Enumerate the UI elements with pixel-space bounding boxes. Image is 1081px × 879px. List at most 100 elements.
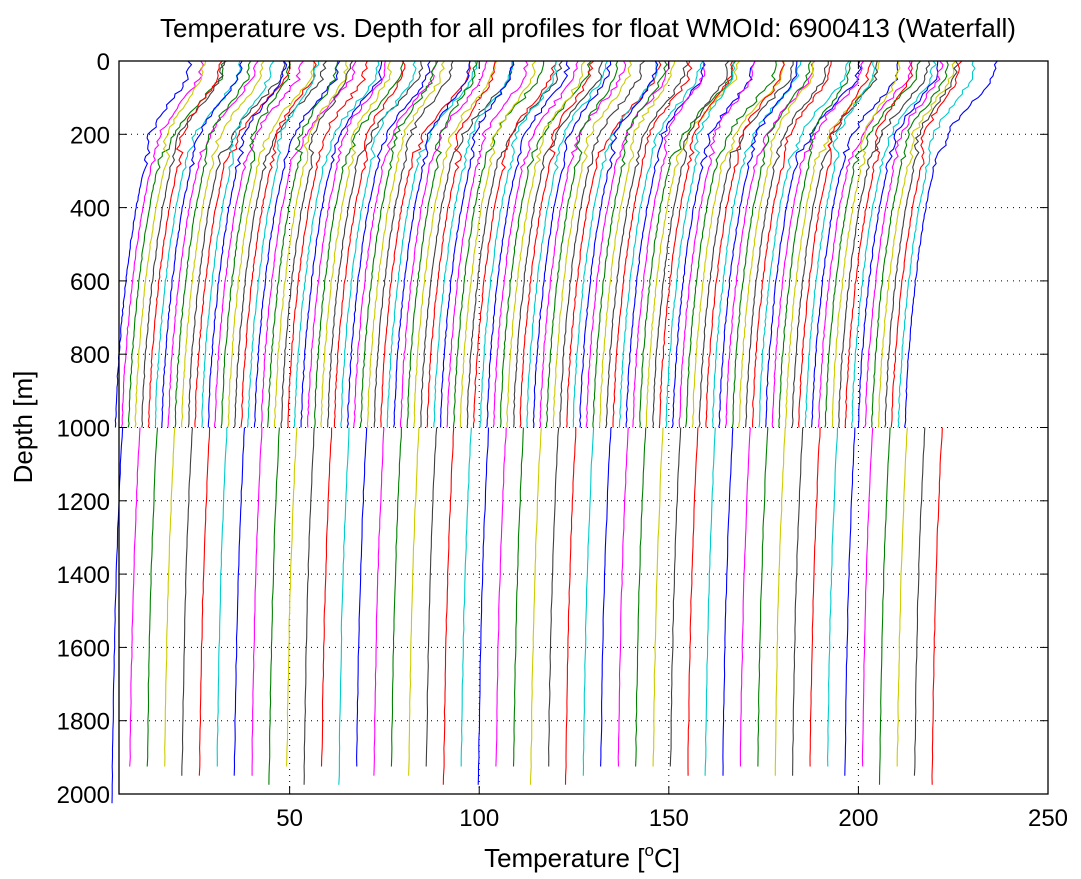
shallow-profile-line — [831, 60, 901, 428]
deep-profile-line — [669, 427, 682, 767]
shallow-profile-line — [273, 60, 349, 428]
deep-profile-line — [442, 427, 455, 785]
deep-profile-line — [600, 427, 612, 767]
shallow-profile-line — [353, 61, 437, 428]
shallow-profile-line — [625, 60, 706, 428]
shallow-profile-line — [181, 60, 265, 428]
deep-profile-line — [495, 427, 507, 767]
shallow-profile-line — [472, 60, 557, 428]
shallow-profile-line — [513, 60, 604, 428]
shallow-profile-line — [844, 60, 914, 428]
shallow-profile-line — [201, 60, 275, 428]
deep-profile-line — [198, 427, 211, 776]
shallow-profile-line — [778, 60, 852, 428]
shallow-profile-line — [466, 60, 563, 428]
shallow-profile-line — [240, 60, 317, 428]
shallow-profile-line — [399, 60, 488, 428]
shallow-profile-line — [639, 60, 736, 428]
shallow-profile-line — [784, 60, 881, 428]
shallow-profile-line — [731, 60, 812, 428]
deep-profile-line — [548, 427, 560, 767]
deep-profile-line — [512, 427, 524, 767]
shallow-profile-line — [314, 60, 405, 428]
shallow-profile-line — [207, 60, 288, 428]
shallow-profile-line — [426, 60, 496, 428]
x-axis-label: Temperature [oC] — [484, 841, 680, 873]
shallow-profile-line — [798, 60, 873, 428]
shallow-profile-line — [618, 60, 704, 428]
shallow-profile-line — [877, 60, 957, 428]
shallow-profile-line — [392, 60, 471, 428]
deep-profile-line — [181, 427, 193, 776]
deep-profile-line — [425, 427, 438, 767]
shallow-profile-line — [213, 60, 304, 428]
shallow-profile-line — [791, 60, 879, 428]
deep-profile-line — [303, 427, 315, 785]
deep-profile-line — [460, 427, 472, 767]
shallow-profile-line — [340, 60, 417, 428]
shallow-profile-line — [406, 60, 478, 428]
y-tick-label: 200 — [70, 122, 110, 149]
shallow-profile-line — [612, 60, 693, 428]
x-tick-label: 200 — [838, 805, 878, 832]
x-axis-label-superscript: o — [644, 841, 653, 860]
shallow-profile-line — [220, 60, 291, 428]
deep-profile-line — [617, 427, 629, 767]
deep-profile-line — [861, 427, 874, 767]
shallow-profile-line — [499, 60, 592, 428]
deep-profile-line — [792, 427, 804, 776]
shallow-profile-line — [851, 60, 937, 428]
shallow-profile-line — [771, 60, 865, 428]
shallow-profile-line — [440, 60, 515, 428]
deep-profile-line — [390, 427, 402, 767]
deep-profile-line — [408, 427, 420, 776]
shallow-profile-line — [752, 60, 832, 428]
shallow-profile-line — [366, 60, 445, 428]
shallow-profile-line — [884, 60, 959, 428]
shallow-profile-line — [605, 60, 689, 428]
shallow-profile-line — [804, 60, 876, 428]
plot-frame — [118, 60, 1049, 795]
shallow-profile-line — [194, 61, 291, 428]
shallow-profile-line — [161, 60, 243, 428]
deep-profile-line — [111, 427, 124, 804]
shallow-profile-line — [632, 60, 706, 428]
shallow-profile-line — [824, 60, 921, 428]
deep-profile-line — [635, 427, 647, 767]
shallow-profile-line — [187, 60, 286, 428]
shallow-profile-line — [267, 60, 339, 428]
shallow-profile-line — [459, 60, 537, 428]
shallow-profile-line — [380, 60, 471, 428]
y-tick-label: 1400 — [57, 562, 110, 589]
shallow-profile-line — [671, 60, 756, 428]
shallow-profile-line — [120, 60, 204, 428]
shallow-profile-line — [738, 60, 815, 428]
x-tick-label: 50 — [276, 805, 303, 832]
deep-profile-line — [704, 427, 716, 776]
shallow-profile-line — [174, 60, 252, 428]
x-tick-label: 100 — [459, 805, 499, 832]
shallow-profile-line — [665, 60, 736, 428]
y-tick-label: 800 — [70, 342, 110, 369]
deep-profile-line — [233, 427, 246, 776]
deep-profile-line — [129, 427, 141, 767]
shallow-profile-line — [658, 60, 734, 428]
shallow-profile-line — [724, 60, 816, 428]
shallow-profile-line — [253, 60, 341, 428]
shallow-profile-line — [871, 60, 949, 428]
shallow-profile-line — [320, 60, 392, 428]
shallow-profile-line — [293, 60, 380, 428]
deep-profile-line — [477, 427, 490, 785]
deep-profile-line — [774, 427, 786, 776]
shallow-profile-line — [579, 60, 659, 428]
y-tick-label: 1600 — [57, 635, 110, 662]
shallow-profile-line — [810, 60, 899, 428]
shallow-profile-line — [114, 60, 193, 428]
x-axis-label-unit: C] — [654, 843, 680, 873]
y-axis-ticks: 0 200 400 600 800 1000 1200 1400 1600 1800 2000 — [57, 49, 1048, 809]
deep-profile-line — [216, 427, 228, 767]
shallow-profile-line — [373, 60, 454, 428]
y-tick-label: 400 — [70, 196, 110, 223]
shallow-profile-line — [552, 60, 633, 428]
